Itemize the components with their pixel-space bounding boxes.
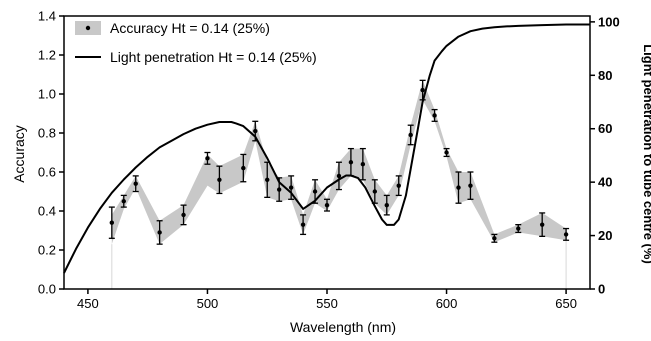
y-tick-label: 1.0 <box>38 87 56 102</box>
accuracy-point <box>468 183 473 188</box>
accuracy-point <box>217 177 222 182</box>
accuracy-point-group <box>300 214 307 236</box>
accuracy-point <box>121 199 126 204</box>
accuracy-point <box>396 183 401 188</box>
accuracy-point-group <box>455 171 462 204</box>
accuracy-point-group <box>108 206 115 239</box>
y-tick-label: 0.4 <box>38 204 56 219</box>
accuracy-point <box>408 132 413 138</box>
accuracy-band <box>111 80 567 245</box>
y-tick-label: 0.8 <box>38 126 56 141</box>
accuracy-point <box>516 226 521 231</box>
accuracy-point <box>241 165 246 171</box>
accuracy-point <box>312 189 318 194</box>
accuracy-point-group <box>132 175 139 193</box>
accuracy-point-group <box>288 175 295 200</box>
accuracy-point <box>372 189 378 194</box>
accuracy-point-group <box>204 151 211 165</box>
y2-tick-label: 20 <box>598 228 612 243</box>
accuracy-point-group <box>431 108 438 122</box>
accuracy-point-group <box>120 194 127 208</box>
accuracy-point <box>348 160 354 165</box>
accuracy-point-group <box>467 171 474 200</box>
legend-label-light: Light penetration Ht = 0.14 (25%) <box>110 49 317 65</box>
accuracy-point <box>133 181 138 186</box>
accuracy-point <box>157 230 162 235</box>
x-tick-label: 550 <box>316 296 338 311</box>
x-tick-label: 500 <box>197 296 219 311</box>
accuracy-point-group <box>491 233 498 243</box>
accuracy-point-group <box>563 227 570 241</box>
accuracy-point-group <box>359 147 366 181</box>
accuracy-point-group <box>335 161 342 191</box>
accuracy-point <box>288 185 294 190</box>
accuracy-point-group <box>395 175 402 197</box>
accuracy-point <box>253 128 258 134</box>
accuracy-point-group <box>539 212 546 238</box>
accuracy-point <box>205 156 210 161</box>
accuracy-point <box>539 222 545 227</box>
accuracy-point-group <box>216 165 223 195</box>
drop-lines <box>111 240 567 289</box>
y-tick-label: 0.6 <box>38 165 56 180</box>
y2-axis-title: Light penetration to tube centre (%) <box>641 44 651 264</box>
accuracy-point-group <box>240 153 247 183</box>
accuracy-point-group <box>180 204 187 226</box>
y-axis-title: Accuracy <box>11 125 27 183</box>
y2-tick-label: 100 <box>598 14 620 29</box>
accuracy-point-group <box>443 147 450 158</box>
legend-marker-accuracy <box>85 25 91 31</box>
accuracy-point-group <box>324 198 330 212</box>
accuracy-point-group <box>515 223 522 234</box>
legend-label-accuracy: Accuracy Ht = 0.14 (25%) <box>110 20 270 36</box>
accuracy-point <box>181 212 186 218</box>
accuracy-point-group <box>419 79 426 101</box>
accuracy-point <box>109 220 115 225</box>
accuracy-point-group <box>156 220 163 245</box>
axes: 450 500 550 600 650 0.0 0.2 0.4 0.6 0.8 1.0 1.2 1.4 0… <box>38 9 620 312</box>
accuracy-point <box>384 202 389 208</box>
y2-tick-label: 40 <box>598 175 612 190</box>
light-penetration-series <box>63 23 590 274</box>
x-tick-label: 600 <box>436 296 458 311</box>
y2-tick-label: 0 <box>598 282 605 297</box>
x-axis-title: Wavelength (nm) <box>290 319 396 335</box>
accuracy-point <box>265 177 270 182</box>
accuracy-point-group <box>276 177 283 202</box>
y-tick-label: 0.2 <box>38 243 56 258</box>
accuracy-point-group <box>264 161 271 199</box>
accuracy-point <box>444 150 449 155</box>
accuracy-point <box>276 187 282 192</box>
y-tick-label: 0.0 <box>38 282 56 297</box>
legend: Accuracy Ht = 0.14 (25%) Light penetrati… <box>75 20 317 65</box>
accuracy-point <box>456 185 461 190</box>
accuracy-point <box>300 222 306 227</box>
accuracy-point-group <box>312 179 319 204</box>
accuracy-point <box>360 162 366 167</box>
accuracy-point <box>324 202 330 208</box>
y-tick-label: 1.4 <box>38 9 56 24</box>
y2-tick-label: 60 <box>598 121 612 136</box>
accuracy-point-group <box>383 194 390 216</box>
accuracy-point <box>432 113 437 118</box>
accuracy-point-group <box>252 120 259 142</box>
accuracy-point <box>563 232 569 237</box>
accuracy-point-group <box>371 179 378 204</box>
accuracy-point <box>420 87 425 93</box>
accuracy-series <box>108 79 570 245</box>
accuracy-point-group <box>407 124 414 146</box>
y-tick-label: 1.2 <box>38 48 56 63</box>
accuracy-band-area <box>111 80 567 245</box>
x-tick-label: 650 <box>555 296 577 311</box>
y2-tick-label: 80 <box>598 68 612 83</box>
accuracy-point <box>492 236 497 241</box>
accuracy-point <box>336 173 342 179</box>
accuracy-point-group <box>347 147 354 177</box>
x-tick-label: 450 <box>77 296 99 311</box>
light-penetration-line <box>63 23 590 274</box>
